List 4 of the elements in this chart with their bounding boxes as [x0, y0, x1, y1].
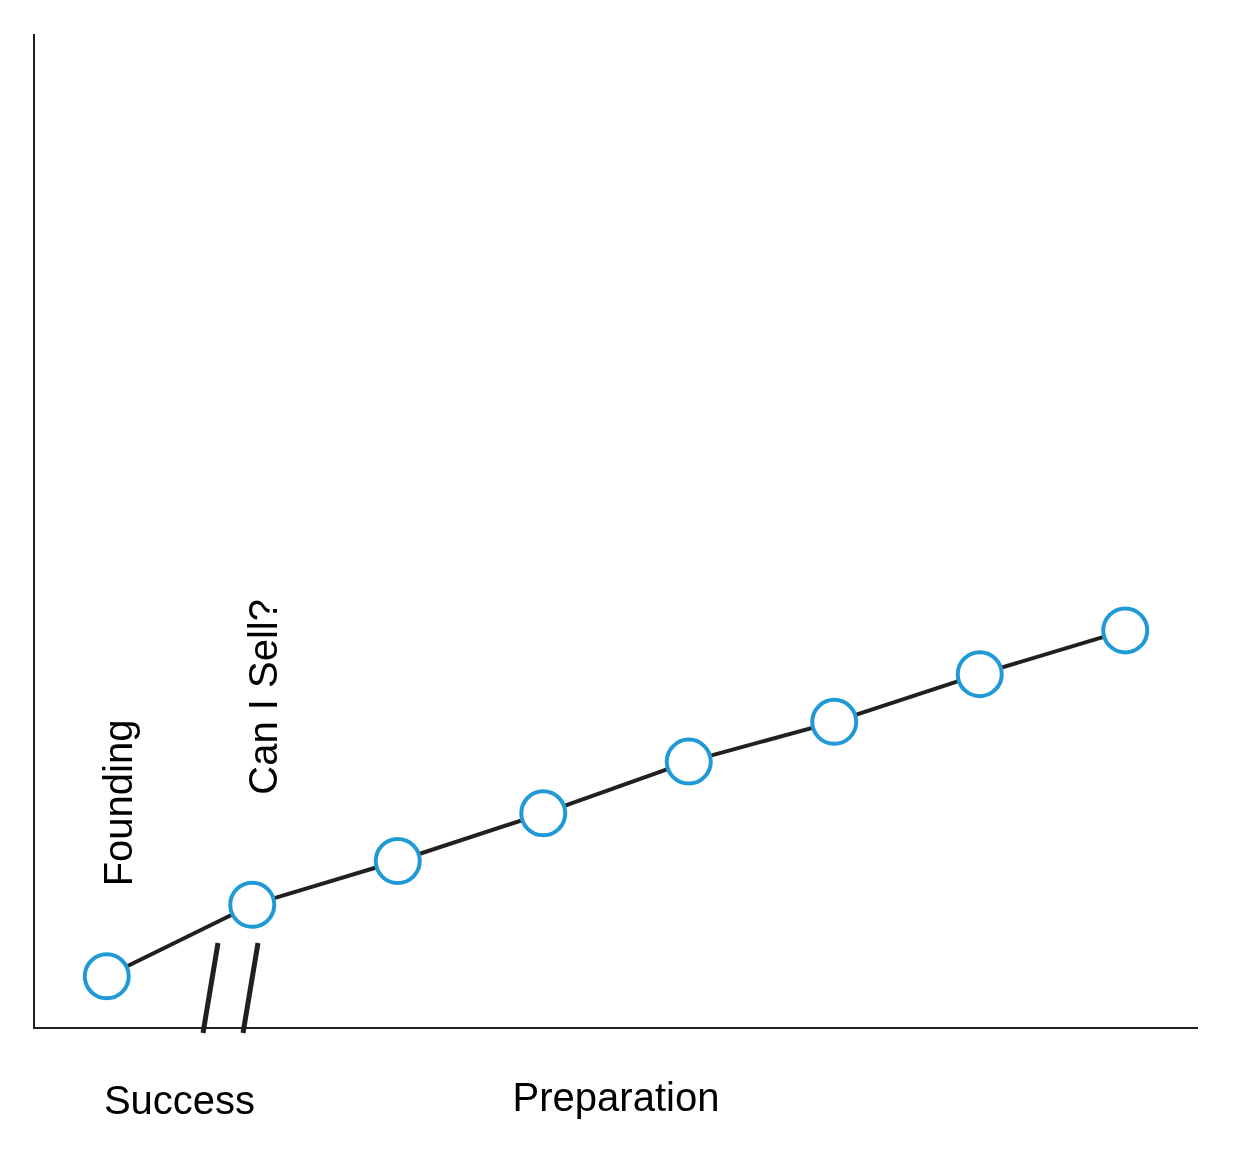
- x-axis-title: Preparation: [512, 1075, 720, 1120]
- text: Success: [103, 1078, 256, 1123]
- annotation: Can I Sell?: [241, 599, 286, 795]
- annotation: Founding: [95, 719, 140, 887]
